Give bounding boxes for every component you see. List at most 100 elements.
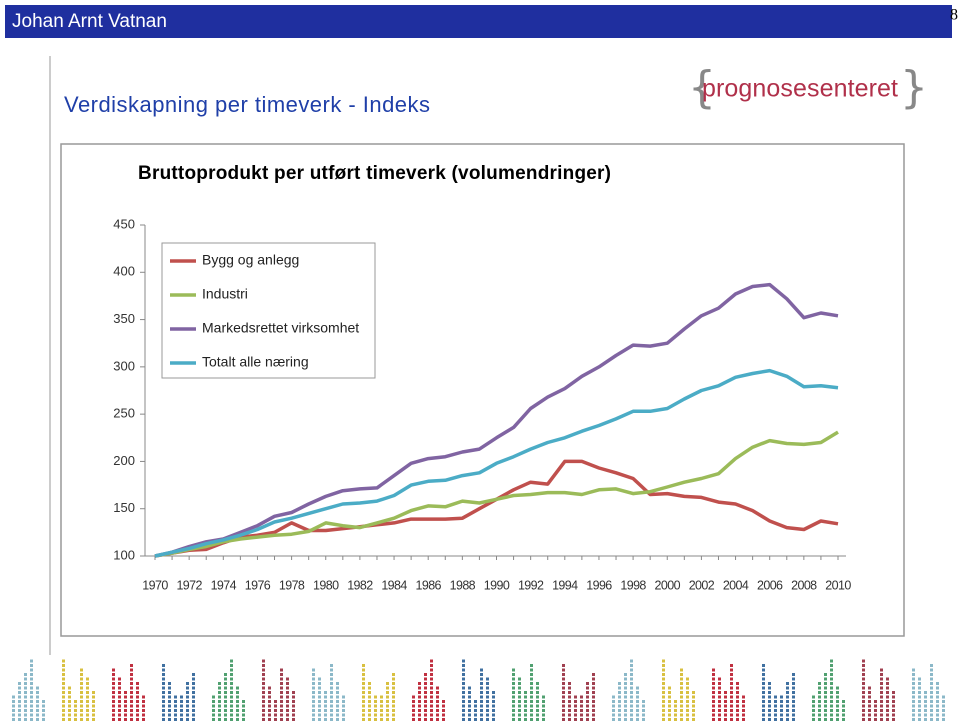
- decor-dot: [274, 709, 277, 712]
- decor-dot: [18, 682, 21, 685]
- decor-dot: [862, 691, 865, 694]
- decor-dot: [362, 695, 365, 699]
- decor-dot: [612, 709, 615, 712]
- decor-dot: [692, 713, 695, 717]
- decor-dot: [162, 673, 165, 676]
- decor-dot: [762, 677, 765, 681]
- decor-dot: [512, 695, 515, 699]
- decor-dot: [286, 704, 289, 708]
- decor-dot: [286, 700, 289, 703]
- decor-dot: [374, 700, 377, 703]
- decor-dot: [836, 718, 839, 721]
- decor-dot: [42, 700, 45, 703]
- decor-dot: [162, 664, 165, 667]
- decor-dot: [868, 704, 871, 708]
- decor-dot: [730, 700, 733, 703]
- decor-dot: [330, 713, 333, 717]
- decor-dot: [836, 713, 839, 717]
- decor-dot: [368, 704, 371, 708]
- decor-dot: [80, 682, 83, 685]
- decor-dot: [230, 713, 233, 717]
- decor-dot: [636, 691, 639, 694]
- decor-dot: [530, 691, 533, 694]
- decor-dot: [624, 673, 627, 676]
- decor-dot: [312, 695, 315, 699]
- decor-dot: [262, 673, 265, 676]
- decor-dot: [874, 700, 877, 703]
- decor-dot: [68, 695, 71, 699]
- decor-dot: [418, 718, 421, 721]
- decor-dot: [218, 718, 221, 721]
- decor-dot: [624, 709, 627, 712]
- decor-dot: [812, 704, 815, 708]
- x-tick-label: 1994: [552, 578, 578, 592]
- decor-dot: [862, 704, 865, 708]
- decor-dot: [18, 700, 21, 703]
- decor-dot: [462, 677, 465, 681]
- decor-dot: [736, 695, 739, 699]
- decor-dot: [662, 718, 665, 721]
- decor-dot: [930, 704, 933, 708]
- decor-dot: [430, 664, 433, 667]
- decor-dot: [68, 704, 71, 708]
- decor-dot: [942, 695, 945, 699]
- decor-dot: [680, 677, 683, 681]
- decor-dot: [292, 700, 295, 703]
- decor-dot: [574, 718, 577, 721]
- decor-dot: [812, 713, 815, 717]
- decor-dot: [486, 704, 489, 708]
- decor-dot: [662, 713, 665, 717]
- decor-dot: [512, 700, 515, 703]
- decor-dot: [686, 677, 689, 681]
- decor-dot: [680, 713, 683, 717]
- decor-dot: [30, 659, 33, 663]
- decor-dot: [468, 709, 471, 712]
- decor-dot: [168, 713, 171, 717]
- decor-dot: [24, 700, 27, 703]
- decor-dot: [562, 668, 565, 672]
- decor-dot: [486, 682, 489, 685]
- decor-dot: [512, 677, 515, 681]
- decor-dot: [424, 700, 427, 703]
- decor-dot: [774, 709, 777, 712]
- decor-dot: [324, 700, 327, 703]
- decor-dot: [312, 691, 315, 694]
- decor-dot: [62, 677, 65, 681]
- decor-dot: [880, 695, 883, 699]
- decor-dot: [724, 700, 727, 703]
- decor-dot: [80, 686, 83, 690]
- decor-dot: [692, 709, 695, 712]
- decor-dot: [518, 677, 521, 681]
- decor-dot: [924, 691, 927, 694]
- decor-dot: [92, 700, 95, 703]
- decor-dot: [518, 704, 521, 708]
- decor-dot: [868, 713, 871, 717]
- decor-dot: [462, 682, 465, 685]
- decor-dot: [418, 691, 421, 694]
- decor-dot: [530, 682, 533, 685]
- decor-dot: [362, 704, 365, 708]
- decor-dot: [830, 695, 833, 699]
- decor-dot: [180, 709, 183, 712]
- decor-dot: [280, 718, 283, 721]
- decor-dot: [130, 686, 133, 690]
- decor-dot: [362, 668, 365, 672]
- decor-dot: [368, 718, 371, 721]
- decor-dot: [812, 709, 815, 712]
- decor-dot: [30, 700, 33, 703]
- decor-dot: [586, 718, 589, 721]
- decor-dot: [30, 673, 33, 676]
- x-tick-label: 1980: [313, 578, 339, 592]
- decor-dot: [486, 677, 489, 681]
- decor-dot: [662, 691, 665, 694]
- decor-dot: [912, 709, 915, 712]
- decor-dot: [512, 713, 515, 717]
- decor-dot: [74, 709, 77, 712]
- decor-dot: [192, 709, 195, 712]
- decor-dot: [936, 709, 939, 712]
- decor-dot: [392, 700, 395, 703]
- decor-dot: [786, 695, 789, 699]
- decor-dot: [812, 718, 815, 721]
- decor-dot: [718, 709, 721, 712]
- decor-dot: [262, 677, 265, 681]
